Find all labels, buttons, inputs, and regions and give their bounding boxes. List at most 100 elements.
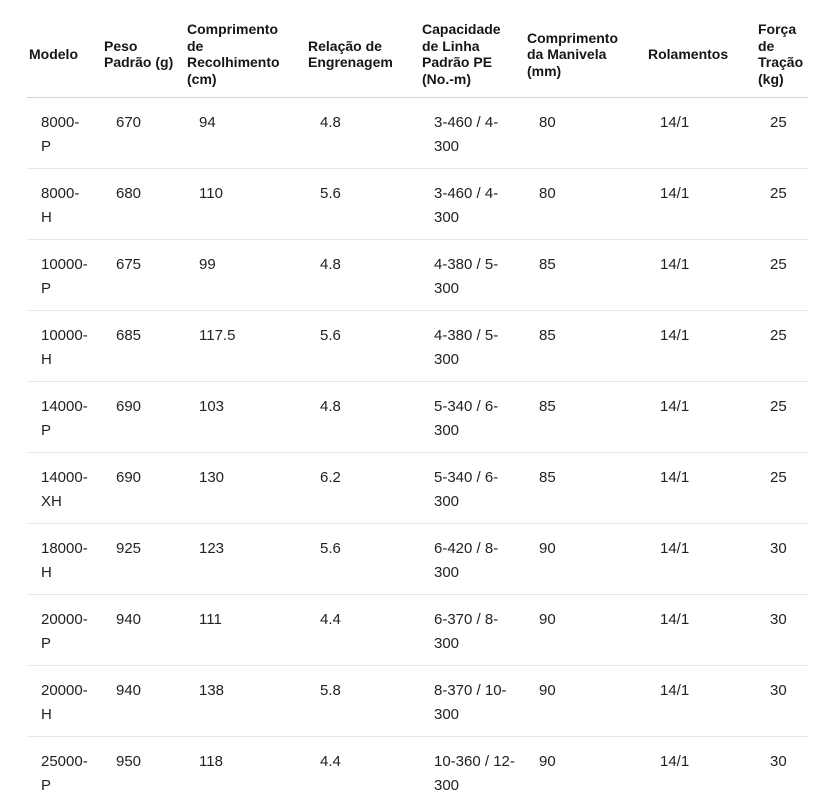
table-row: 20000-P 940 111 4.4 6-370 / 8-300 90 14/… [27, 593, 808, 665]
table-row: 8000-H 680 110 5.6 3-460 / 4-300 80 14/1… [27, 167, 808, 239]
cell-tracao: 30 [756, 593, 808, 665]
cell-engrenagem: 4.4 [306, 593, 420, 665]
cell-peso: 925 [102, 522, 185, 594]
cell-modelo: 10000-P [27, 238, 102, 310]
cell-manivela: 90 [525, 664, 646, 736]
cell-peso: 690 [102, 451, 185, 523]
cell-rolamentos: 14/1 [646, 451, 756, 523]
cell-manivela: 90 [525, 735, 646, 807]
cell-tracao: 25 [756, 238, 808, 310]
cell-recolhimento: 111 [185, 593, 306, 665]
cell-manivela: 85 [525, 309, 646, 381]
cell-capacidade: 10-360 / 12-300 [420, 735, 525, 807]
col-header-modelo: Modelo [27, 0, 102, 98]
cell-capacidade: 4-380 / 5-300 [420, 309, 525, 381]
cell-rolamentos: 14/1 [660, 113, 690, 131]
cell-peso: 940 [102, 664, 185, 736]
col-header-comprimento-recolhimento: Comprimento de Recolhimento (cm) [185, 0, 306, 98]
cell-capacidade: 8-370 / 10-300 [420, 664, 525, 736]
table-row: 20000-H 940 138 5.8 8-370 / 10-300 90 14… [27, 664, 808, 736]
cell-engrenagem: 5.8 [306, 664, 420, 736]
cell-modelo: 20000-H [27, 664, 102, 736]
cell-peso: 670 [116, 113, 142, 131]
col-header-rolamentos: Rolamentos [646, 0, 756, 98]
cell-rolamentos: 14/1 [646, 735, 756, 807]
cell-rolamentos: 14/1 [646, 380, 756, 452]
cell-engrenagem: 5.6 [306, 167, 420, 239]
cell-engrenagem: 4.8 [306, 380, 420, 452]
cell-rolamentos: 14/1 [646, 593, 756, 665]
cell-manivela: 80 [525, 167, 646, 239]
cell-recolhimento: 99 [185, 238, 306, 310]
table-row: 8000-P 670 94 4.8 3-460 / 4-300 80 14/1 … [27, 97, 808, 168]
cell-capacidade: 3-460 / 4-300 [420, 167, 525, 239]
cell-recolhimento: 117.5 [185, 309, 306, 381]
col-header-comprimento-manivela: Comprimento da Manivela (mm) [525, 0, 646, 98]
cell-peso: 950 [102, 735, 185, 807]
cell-peso: 685 [102, 309, 185, 381]
cell-recolhimento: 123 [185, 522, 306, 594]
cell-modelo: 14000-P [27, 380, 102, 452]
table-row: 25000-P 950 118 4.4 10-360 / 12-300 90 1… [27, 735, 808, 807]
cell-manivela: 90 [525, 593, 646, 665]
cell-capacidade: 6-420 / 8-300 [420, 522, 525, 594]
cell-tracao: 25 [756, 309, 808, 381]
table-header-row: Modelo Peso Padrão (g) Comprimento de Re… [27, 0, 808, 98]
reel-specs-table: Modelo Peso Padrão (g) Comprimento de Re… [27, 0, 808, 807]
cell-engrenagem: 4.8 [320, 113, 341, 131]
cell-peso: 675 [102, 238, 185, 310]
cell-tracao: 25 [756, 451, 808, 523]
cell-manivela: 90 [525, 522, 646, 594]
cell-manivela: 85 [525, 238, 646, 310]
cell-tracao: 30 [756, 664, 808, 736]
table-row: 14000-P 690 103 4.8 5-340 / 6-300 85 14/… [27, 380, 808, 452]
cell-tracao: 25 [756, 380, 808, 452]
cell-tracao: 30 [756, 522, 808, 594]
cell-manivela: 80 [539, 113, 556, 131]
cell-peso: 690 [102, 380, 185, 452]
cell-recolhimento: 130 [185, 451, 306, 523]
cell-recolhimento: 118 [185, 735, 306, 807]
cell-peso: 680 [102, 167, 185, 239]
cell-manivela: 85 [525, 451, 646, 523]
cell-manivela: 85 [525, 380, 646, 452]
cell-modelo: 10000-H [27, 309, 102, 381]
cell-rolamentos: 14/1 [646, 664, 756, 736]
cell-modelo: 8000-P [41, 113, 80, 155]
cell-modelo: 25000-P [27, 735, 102, 807]
cell-modelo: 14000-XH [27, 451, 102, 523]
col-header-capacidade-linha: Capacidade de Linha Padrão PE (No.-m) [420, 0, 525, 98]
table-row: 10000-H 685 117.5 5.6 4-380 / 5-300 85 1… [27, 309, 808, 381]
table-row: 14000-XH 690 130 6.2 5-340 / 6-300 85 14… [27, 451, 808, 523]
cell-modelo: 20000-P [27, 593, 102, 665]
cell-capacidade: 3-460 / 4-300 [434, 113, 499, 155]
cell-tracao: 30 [756, 735, 808, 807]
cell-rolamentos: 14/1 [646, 238, 756, 310]
cell-rolamentos: 14/1 [646, 522, 756, 594]
cell-rolamentos: 14/1 [646, 167, 756, 239]
col-header-relacao-engrenagem: Relação de Engrenagem [306, 0, 420, 98]
cell-modelo: 18000-H [27, 522, 102, 594]
cell-tracao: 25 [756, 167, 808, 239]
cell-engrenagem: 4.4 [306, 735, 420, 807]
table-row: 18000-H 925 123 5.6 6-420 / 8-300 90 14/… [27, 522, 808, 594]
cell-recolhimento: 103 [185, 380, 306, 452]
cell-tracao: 25 [770, 113, 787, 131]
cell-modelo: 8000-H [27, 167, 102, 239]
col-header-peso-padrao: Peso Padrão (g) [102, 0, 185, 98]
cell-peso: 940 [102, 593, 185, 665]
table-body: 8000-P 670 94 4.8 3-460 / 4-300 80 14/1 … [27, 97, 808, 807]
cell-capacidade: 5-340 / 6-300 [420, 380, 525, 452]
cell-engrenagem: 5.6 [306, 522, 420, 594]
cell-capacidade: 4-380 / 5-300 [420, 238, 525, 310]
cell-engrenagem: 6.2 [306, 451, 420, 523]
table-row: 10000-P 675 99 4.8 4-380 / 5-300 85 14/1… [27, 238, 808, 310]
cell-recolhimento: 94 [199, 113, 216, 131]
cell-capacidade: 6-370 / 8-300 [420, 593, 525, 665]
cell-recolhimento: 110 [185, 167, 306, 239]
cell-capacidade: 5-340 / 6-300 [420, 451, 525, 523]
cell-engrenagem: 4.8 [306, 238, 420, 310]
cell-engrenagem: 5.6 [306, 309, 420, 381]
cell-rolamentos: 14/1 [646, 309, 756, 381]
cell-recolhimento: 138 [185, 664, 306, 736]
